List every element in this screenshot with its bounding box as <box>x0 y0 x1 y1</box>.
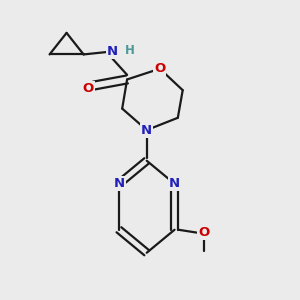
Text: N: N <box>113 177 124 190</box>
Text: N: N <box>141 124 152 136</box>
Text: N: N <box>107 45 118 58</box>
Text: N: N <box>169 177 180 190</box>
Text: O: O <box>154 62 165 75</box>
Text: O: O <box>82 82 94 95</box>
Text: H: H <box>124 44 134 57</box>
Text: O: O <box>198 226 210 239</box>
